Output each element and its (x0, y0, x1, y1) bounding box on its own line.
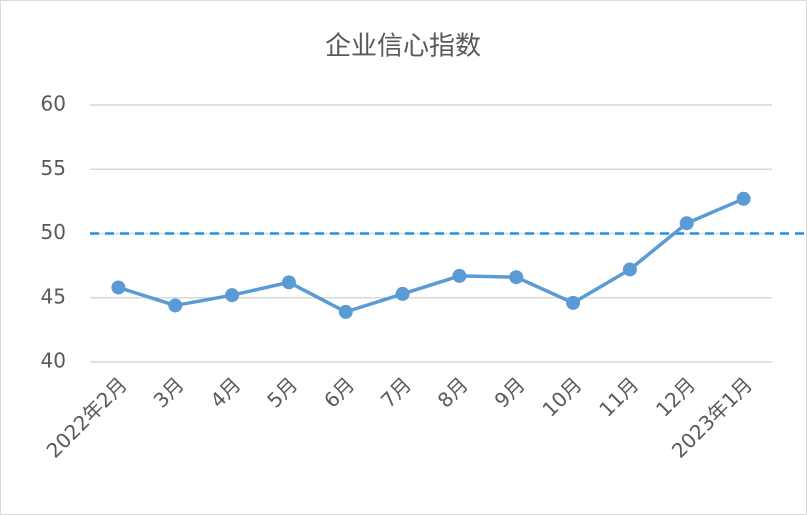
data-point (736, 191, 751, 206)
y-tick-label: 55 (41, 156, 66, 180)
data-point (509, 270, 524, 285)
data-point (225, 288, 240, 303)
data-point (281, 275, 296, 290)
y-tick-label: 45 (41, 284, 66, 308)
data-point (622, 262, 637, 277)
data-point (338, 304, 353, 319)
y-tick-label: 50 (41, 220, 66, 244)
data-point (566, 295, 581, 310)
data-point (679, 216, 694, 231)
data-point (395, 286, 410, 301)
data-point (168, 298, 183, 313)
data-point (452, 268, 467, 283)
data-point (111, 280, 126, 295)
series-line (117, 197, 745, 314)
chart-title: 企业信心指数 (325, 32, 481, 62)
y-tick-label: 40 (41, 349, 66, 373)
y-tick-label: 60 (41, 92, 66, 116)
